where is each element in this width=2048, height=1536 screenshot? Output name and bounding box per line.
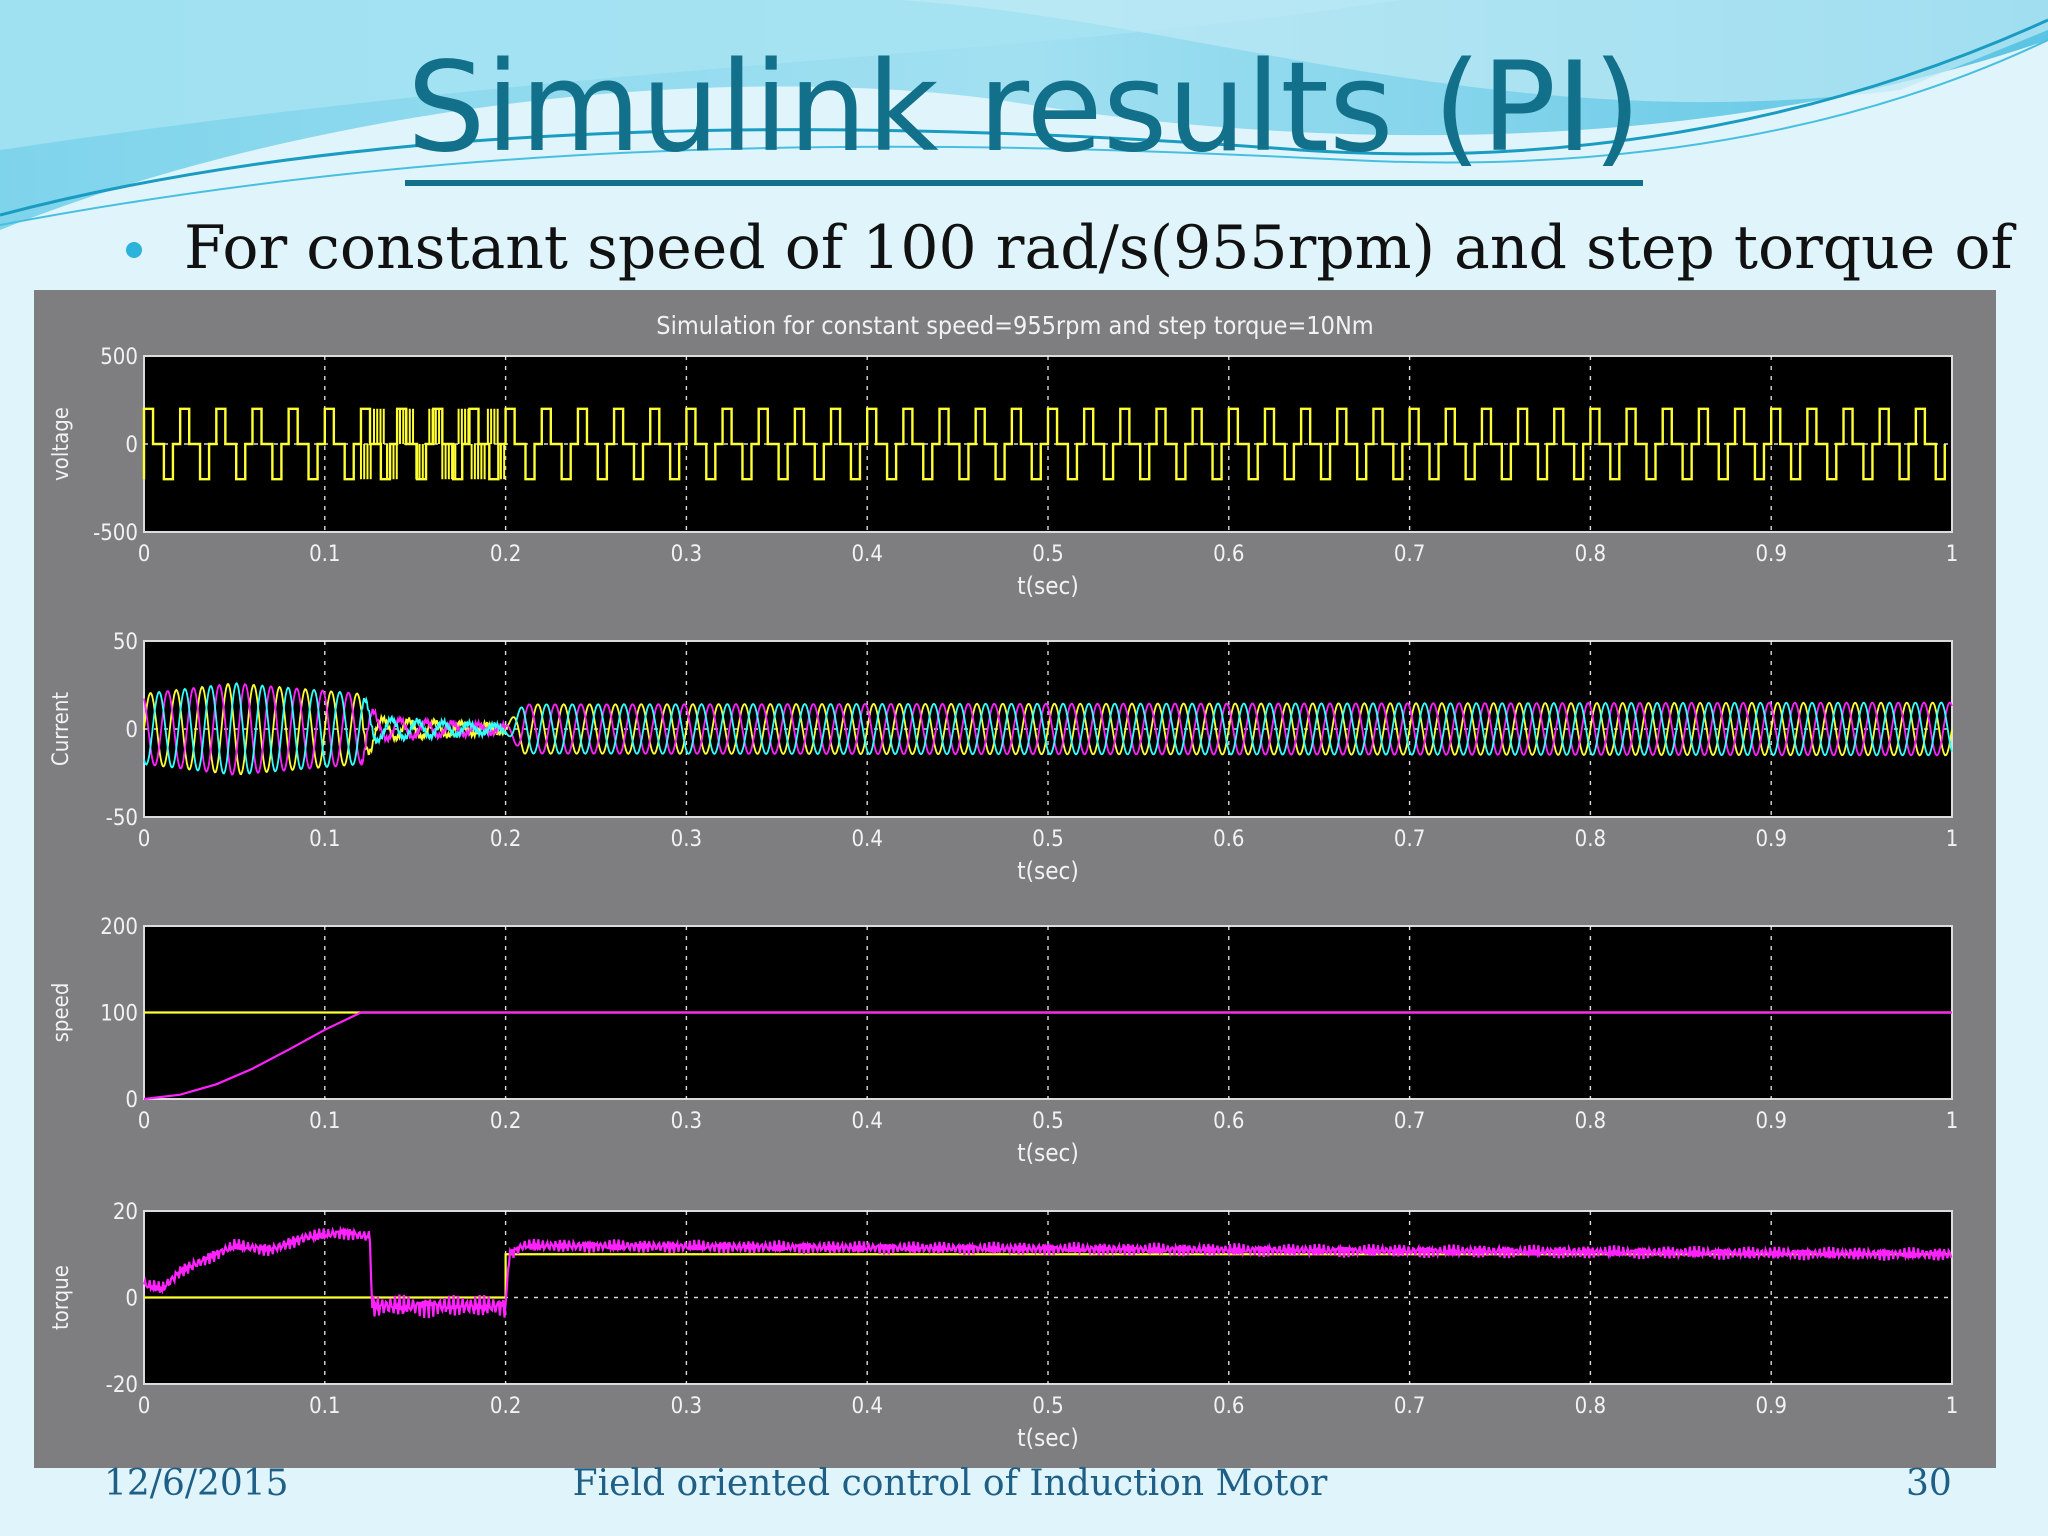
series-voltage-dense [359,408,506,480]
series-torque-1 [142,1225,1953,1319]
x-tick-label: 0.1 [309,542,340,567]
y-tick-label: 100 [100,1002,138,1027]
x-axis-label: t(sec) [1017,1424,1079,1452]
y-tick-label: -500 [93,521,138,546]
series-current-1 [143,683,1953,776]
x-tick-label: 0.4 [851,542,882,567]
x-tick-label: 0.3 [671,1394,702,1419]
x-axis-label: t(sec) [1017,857,1079,885]
x-tick-label: 0.9 [1755,1394,1786,1419]
page-number: 30 [1906,1463,1952,1504]
x-tick-label: 0 [138,827,151,852]
x-axis-label: t(sec) [1017,1139,1079,1167]
series-group [142,1225,1953,1319]
x-tick-label: 0.5 [1032,1394,1063,1419]
x-tick-label: 0.5 [1032,1109,1063,1134]
y-tick-label: -20 [106,1373,138,1398]
y-tick-label: 500 [100,345,138,370]
scope-plots: Simulation for constant speed=955rpm and… [49,311,1958,1452]
x-tick-label: 0 [138,542,151,567]
x-tick-label: 0.5 [1032,827,1063,852]
x-tick-label: 0.5 [1032,542,1063,567]
series-voltage [142,407,1946,481]
y-tick-label: 0 [125,1088,138,1113]
x-tick-label: 0.2 [490,542,521,567]
y-tick-label: 20 [113,1200,138,1225]
slide-title: Simulink results (PI) [0,36,2048,186]
x-tick-label: 0.4 [851,1394,882,1419]
x-tick-label: 0.8 [1575,827,1606,852]
y-tick-label: -50 [106,806,138,831]
footer-title: Field oriented control of Induction Moto… [572,1463,1328,1504]
y-axis-label: speed [49,983,74,1043]
x-tick-label: 0.4 [851,1109,882,1134]
x-tick-label: 0.4 [851,827,882,852]
bullet-icon [126,242,142,258]
x-tick-label: 0 [138,1109,151,1134]
series-group [142,407,1946,481]
x-tick-label: 1 [1946,827,1959,852]
x-tick-label: 0.1 [309,827,340,852]
x-axis-label: t(sec) [1017,572,1079,600]
y-tick-label: 0 [125,1287,138,1312]
x-tick-label: 0.2 [490,1394,521,1419]
x-tick-label: 1 [1946,1394,1959,1419]
series-group [143,1011,1952,1101]
x-tick-label: 0.6 [1213,1109,1244,1134]
x-tick-label: 0.1 [309,1109,340,1134]
y-axis-label: torque [49,1265,74,1330]
x-tick-label: 0.6 [1213,1394,1244,1419]
y-tick-label: 50 [113,630,138,655]
series-current-0 [143,683,1953,776]
y-axis-label: Current [49,692,74,766]
x-tick-label: 0.7 [1394,1109,1425,1134]
subplot-current: 500-500 0.1 0.2 0.3 0.4 0.5 0.6 0.7 0.8 0.9 1t(sec… [49,630,1958,885]
y-tick-label: 0 [125,433,138,458]
x-tick-label: 0.1 [309,1394,340,1419]
x-tick-label: 0.7 [1394,827,1425,852]
x-tick-label: 0.8 [1575,1394,1606,1419]
series-speed-1 [143,1011,1952,1101]
x-tick-label: 0 [138,1394,151,1419]
x-tick-label: 0.2 [490,827,521,852]
x-tick-label: 0.8 [1575,542,1606,567]
x-tick-label: 0.3 [671,1109,702,1134]
x-tick-label: 1 [1946,542,1959,567]
x-tick-label: 1 [1946,1109,1959,1134]
bullet-text: For constant speed of 100 rad/s(955rpm) … [184,213,2013,283]
x-tick-label: 0.6 [1213,542,1244,567]
x-tick-label: 0.3 [671,542,702,567]
x-tick-label: 0.2 [490,1109,521,1134]
chart-title: Simulation for constant speed=955rpm and… [656,311,1373,340]
y-axis-label: voltage [49,407,74,481]
x-tick-label: 0.7 [1394,1394,1425,1419]
series-group [143,682,1953,776]
series-current-2 [143,682,1953,775]
subplot-speed: 200 100 00 0.1 0.2 0.3 0.4 0.5 0.6 0.7 0.8 0.9 1 t(se… [49,915,1958,1167]
x-tick-label: 0.7 [1394,542,1425,567]
x-tick-label: 0.9 [1755,1109,1786,1134]
footer-date: 12/6/2015 [104,1463,289,1504]
x-tick-label: 0.8 [1575,1109,1606,1134]
y-tick-label: 200 [100,915,138,940]
x-tick-label: 0.6 [1213,827,1244,852]
subplot-torque: 200-200 0.1 0.2 0.3 0.4 0.5 0.6 0.7 0.8 0.9 1t(sec… [49,1200,1958,1452]
x-tick-label: 0.3 [671,827,702,852]
y-tick-label: 0 [125,718,138,743]
scope-figure: Simulation for constant speed=955rpm and… [34,290,1996,1468]
x-tick-label: 0.9 [1755,827,1786,852]
x-tick-label: 0.9 [1755,542,1786,567]
